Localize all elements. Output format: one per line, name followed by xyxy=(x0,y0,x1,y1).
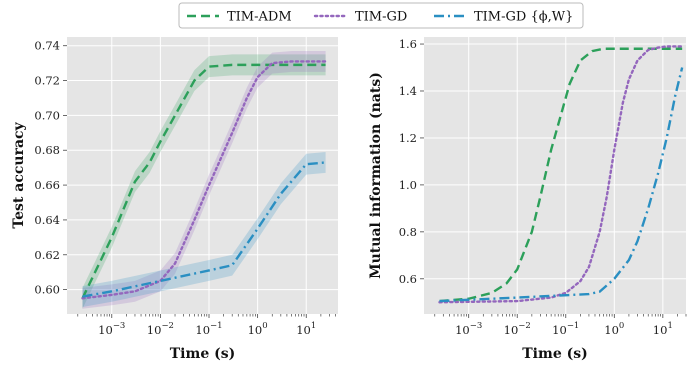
y-tick-label: 1.0 xyxy=(399,178,417,192)
x-tick-label: 10−1 xyxy=(552,321,579,337)
y-tick-label: 1.6 xyxy=(399,37,417,51)
y-axis-label: Mutual information (nats) xyxy=(368,72,384,279)
series-line xyxy=(82,161,326,298)
y-tick-label: 0.72 xyxy=(34,74,60,88)
y-tick-label: 0.70 xyxy=(34,108,60,122)
x-tick-label: 10−3 xyxy=(98,321,125,337)
legend-label: TIM-GD {ϕ,W} xyxy=(474,10,573,25)
y-tick-label: 0.6 xyxy=(399,272,417,286)
series-line xyxy=(81,60,327,300)
x-tick-label: 10−2 xyxy=(147,321,174,337)
legend: TIM-ADM TIM-GD TIM-GD {ϕ,W} xyxy=(178,2,584,29)
plot-area xyxy=(424,37,686,314)
accuracy-chart: 10−3 10−2 10−1 100 101 0.60 0.62 0.64 0.66 0.68 0.… xyxy=(11,37,338,362)
y-tick-label: 0.74 xyxy=(34,39,60,53)
y-axis-label: Test accuracy xyxy=(11,121,27,228)
x-tick-label: 10−2 xyxy=(504,321,531,337)
x-axis-label: Time (s) xyxy=(170,346,235,362)
y-tick-label: 0.60 xyxy=(34,283,60,297)
y-tick-label: 0.68 xyxy=(34,143,60,157)
series-band xyxy=(82,54,326,309)
x-tick-label: 10−1 xyxy=(195,321,222,337)
x-tick-label: 100 xyxy=(248,321,268,337)
mutual-information-chart: 10−3 10−2 10−1 100 101 0.6 0.8 1.0 1.2 1.4 1.6 Time… xyxy=(368,37,687,362)
series-line xyxy=(439,47,683,303)
y-tick-label: 1.2 xyxy=(399,131,417,145)
x-axis-label: Time (s) xyxy=(522,346,587,362)
y-tick-label: 0.64 xyxy=(34,213,60,227)
x-tick-label: 101 xyxy=(653,321,673,337)
x-tick-label: 100 xyxy=(604,321,624,337)
y-tick-label: 1.4 xyxy=(399,84,417,98)
series-line xyxy=(81,63,326,299)
y-tick-label: 0.62 xyxy=(34,248,60,262)
legend-box xyxy=(178,2,584,29)
x-tick-label: 10−3 xyxy=(455,321,482,337)
legend-label: TIM-GD xyxy=(355,10,407,25)
y-tick-label: 0.8 xyxy=(399,225,417,239)
series-line xyxy=(439,67,684,303)
series-line xyxy=(438,45,684,304)
y-tick-label: 0.66 xyxy=(34,178,60,192)
legend-label: TIM-ADM xyxy=(227,10,292,25)
x-tick-label: 101 xyxy=(296,321,316,337)
